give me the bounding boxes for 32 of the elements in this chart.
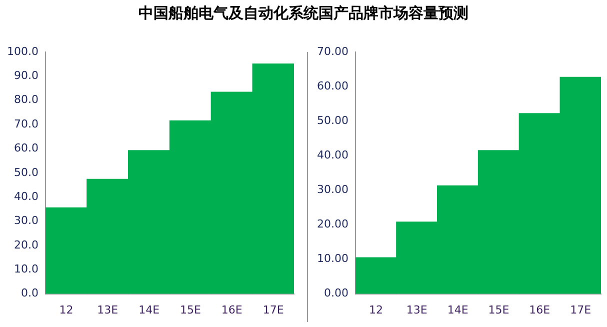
x-tick-label: 15E <box>180 303 201 316</box>
x-tick-label: 16E <box>221 303 242 316</box>
y-tick-label: 30.0 <box>14 214 38 228</box>
y-tick-label: 60.0 <box>14 142 38 155</box>
y-tick-label: 80.0 <box>14 93 38 106</box>
x-tick-label: 14E <box>138 303 160 316</box>
y-tick-label: 20.0 <box>14 238 38 252</box>
chart-title: 中国船舶电气及自动化系统国产品牌市场容量预测 <box>138 4 470 23</box>
x-tick-label: 17E <box>570 303 592 316</box>
x-tick-label: 12 <box>59 303 74 316</box>
y-tick-label: 10.00 <box>316 252 348 266</box>
y-tick-label: 50.00 <box>316 114 348 127</box>
y-tick-label: 20.00 <box>316 218 348 231</box>
x-tick-label: 13E <box>406 303 428 316</box>
x-tick-label: 13E <box>97 303 118 316</box>
y-tick-label: 40.0 <box>14 190 38 203</box>
x-tick-label: 12 <box>368 303 383 316</box>
y-tick-label: 0.00 <box>324 286 348 300</box>
x-tick-label: 14E <box>447 303 468 316</box>
y-tick-label: 40.00 <box>316 148 348 162</box>
y-tick-label: 60.00 <box>316 79 348 92</box>
y-tick-label: 10.0 <box>14 262 38 276</box>
y-tick-label: 100.0 <box>6 44 38 58</box>
x-tick-label: 16E <box>529 303 550 316</box>
y-tick-label: 90.0 <box>14 69 38 82</box>
y-tick-label: 0.0 <box>20 286 38 300</box>
y-tick-label: 70.00 <box>316 44 348 58</box>
x-tick-label: 17E <box>262 303 284 316</box>
x-tick-label: 15E <box>488 303 510 316</box>
y-tick-label: 50.0 <box>14 166 38 179</box>
y-tick-label: 70.0 <box>14 117 38 130</box>
y-tick-label: 30.00 <box>316 183 348 196</box>
